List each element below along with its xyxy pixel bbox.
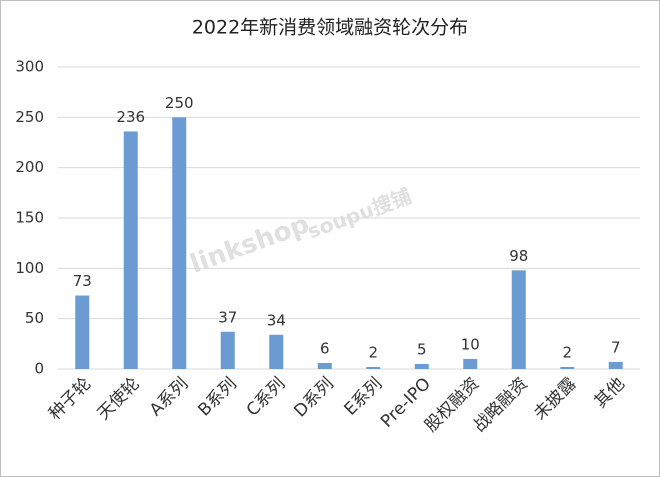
- chart-title: 2022年新消费领域融资轮次分布: [192, 17, 468, 39]
- bar: [511, 270, 526, 369]
- data-label: 37: [218, 308, 237, 326]
- data-label: 2: [368, 343, 378, 361]
- bar: [366, 366, 381, 369]
- data-label: 6: [320, 339, 330, 357]
- data-label: 34: [267, 311, 286, 329]
- y-tick-label: 150: [15, 209, 44, 227]
- bar: [123, 131, 138, 369]
- y-tick-label: 0: [34, 360, 44, 378]
- bar: [560, 366, 575, 369]
- y-tick-label: 50: [25, 309, 44, 327]
- data-label: 250: [165, 94, 194, 112]
- data-label: 7: [611, 338, 621, 356]
- data-label: 5: [417, 340, 427, 358]
- bar: [317, 362, 332, 369]
- bar: [75, 295, 90, 369]
- data-label: 73: [73, 272, 92, 290]
- data-label: 2: [562, 343, 572, 361]
- y-tick-label: 200: [15, 158, 44, 176]
- data-label: 98: [509, 247, 528, 265]
- data-label: 10: [461, 335, 480, 353]
- bar: [220, 331, 235, 369]
- y-tick-label: 250: [15, 108, 44, 126]
- bar: [172, 117, 187, 369]
- bar: [608, 361, 623, 369]
- data-label: 236: [116, 108, 145, 126]
- bar: [463, 358, 478, 369]
- y-tick-label: 100: [15, 259, 44, 277]
- bar: [414, 363, 429, 369]
- y-tick-label: 300: [15, 58, 44, 76]
- bar: [269, 334, 284, 369]
